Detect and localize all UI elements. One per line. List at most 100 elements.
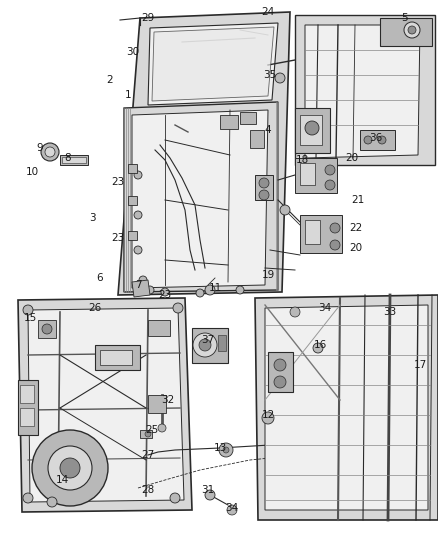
- Polygon shape: [305, 25, 420, 158]
- Circle shape: [274, 376, 286, 388]
- Text: 23: 23: [159, 290, 172, 300]
- Polygon shape: [124, 102, 278, 292]
- Text: 32: 32: [161, 395, 175, 405]
- Circle shape: [23, 493, 33, 503]
- Circle shape: [199, 339, 211, 351]
- Circle shape: [404, 22, 420, 38]
- Bar: [300, 115, 322, 145]
- Bar: [38, 320, 56, 338]
- Circle shape: [41, 143, 59, 161]
- Text: 16: 16: [313, 340, 327, 350]
- Circle shape: [134, 211, 142, 219]
- Text: 34: 34: [226, 503, 239, 513]
- Circle shape: [139, 276, 147, 284]
- Polygon shape: [132, 110, 268, 288]
- Circle shape: [60, 458, 80, 478]
- Text: 27: 27: [141, 450, 155, 460]
- Circle shape: [48, 446, 92, 490]
- Bar: [148, 320, 170, 336]
- Bar: [60, 155, 88, 165]
- Circle shape: [145, 431, 151, 437]
- Text: 15: 15: [23, 313, 37, 323]
- Circle shape: [280, 205, 290, 215]
- Text: 1: 1: [125, 90, 131, 100]
- Circle shape: [227, 505, 237, 515]
- Text: 2: 2: [107, 75, 113, 85]
- Bar: [18, 380, 38, 435]
- Circle shape: [205, 490, 215, 500]
- Circle shape: [134, 171, 142, 179]
- Text: 13: 13: [213, 443, 226, 453]
- Circle shape: [173, 303, 183, 313]
- Text: 5: 5: [402, 13, 408, 23]
- Text: 12: 12: [261, 410, 275, 420]
- Bar: [192, 328, 228, 363]
- Bar: [300, 215, 342, 253]
- Text: 10: 10: [25, 167, 39, 177]
- Bar: [128, 231, 137, 240]
- Circle shape: [378, 136, 386, 144]
- Bar: [300, 163, 315, 185]
- Bar: [128, 196, 137, 205]
- Text: 4: 4: [265, 125, 271, 135]
- Text: 33: 33: [383, 307, 397, 317]
- Circle shape: [219, 443, 233, 457]
- Text: 25: 25: [145, 425, 159, 435]
- Polygon shape: [295, 15, 435, 165]
- Text: 36: 36: [369, 133, 383, 143]
- Bar: [95, 345, 140, 370]
- Circle shape: [223, 447, 229, 453]
- Circle shape: [364, 136, 372, 144]
- Circle shape: [47, 497, 57, 507]
- Bar: [255, 175, 273, 200]
- Text: 23: 23: [111, 233, 125, 243]
- Bar: [268, 352, 293, 392]
- Circle shape: [134, 246, 142, 254]
- Circle shape: [196, 289, 204, 297]
- Text: 14: 14: [55, 475, 69, 485]
- Circle shape: [259, 190, 269, 200]
- Circle shape: [146, 286, 154, 294]
- Polygon shape: [148, 23, 278, 105]
- Text: 34: 34: [318, 303, 332, 313]
- Text: 37: 37: [201, 335, 215, 345]
- Bar: [100, 350, 132, 365]
- Circle shape: [262, 412, 274, 424]
- Bar: [148, 395, 166, 413]
- Circle shape: [325, 165, 335, 175]
- Text: 26: 26: [88, 303, 102, 313]
- Bar: [218, 335, 226, 351]
- Text: 20: 20: [346, 153, 359, 163]
- Circle shape: [23, 305, 33, 315]
- Circle shape: [325, 180, 335, 190]
- Text: 7: 7: [135, 280, 141, 290]
- Text: 3: 3: [88, 213, 95, 223]
- Text: 28: 28: [141, 485, 155, 495]
- Text: 19: 19: [261, 270, 275, 280]
- Bar: [20, 385, 34, 403]
- Polygon shape: [265, 305, 428, 510]
- Polygon shape: [152, 27, 274, 101]
- Bar: [62, 157, 86, 163]
- Polygon shape: [132, 280, 150, 297]
- Bar: [128, 164, 137, 173]
- Polygon shape: [18, 298, 192, 512]
- Circle shape: [161, 288, 169, 296]
- Circle shape: [259, 178, 269, 188]
- Bar: [250, 130, 264, 148]
- Circle shape: [275, 73, 285, 83]
- Polygon shape: [118, 12, 290, 295]
- Circle shape: [274, 359, 286, 371]
- Bar: [305, 220, 320, 244]
- Bar: [295, 158, 337, 193]
- Circle shape: [305, 121, 319, 135]
- Bar: [20, 408, 34, 426]
- Text: 23: 23: [111, 177, 125, 187]
- Bar: [140, 430, 152, 438]
- Circle shape: [32, 430, 108, 506]
- Text: 20: 20: [350, 243, 363, 253]
- Circle shape: [330, 223, 340, 233]
- Text: 35: 35: [263, 70, 277, 80]
- Polygon shape: [255, 295, 438, 520]
- Circle shape: [45, 147, 55, 157]
